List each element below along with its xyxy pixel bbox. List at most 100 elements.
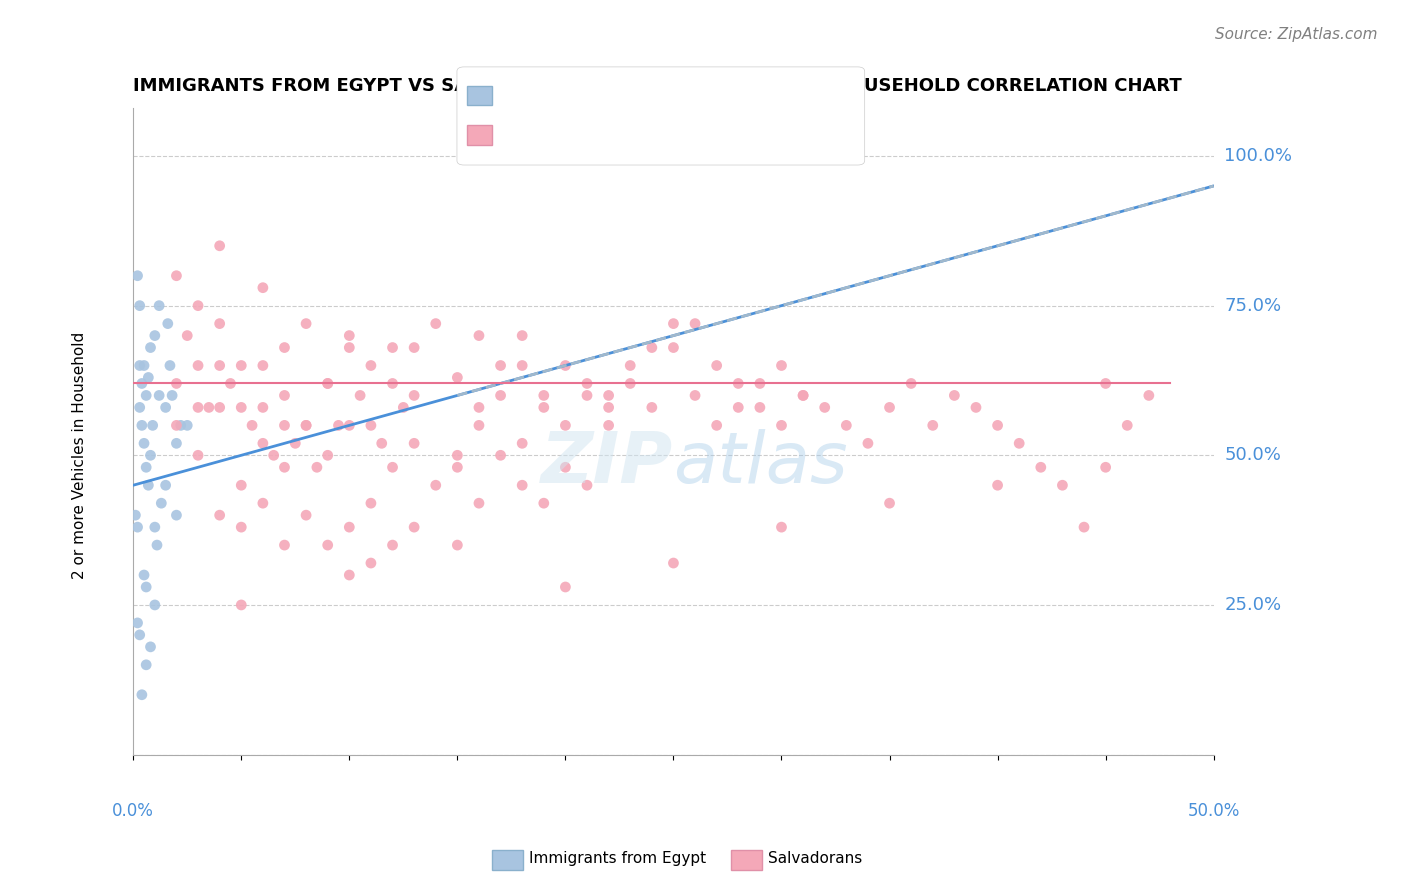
Point	[143, 598, 166, 612]
Point	[965, 401, 987, 415]
Point	[165, 436, 187, 450]
Point	[316, 376, 339, 391]
Point	[316, 376, 339, 391]
Point	[792, 388, 814, 402]
Point	[533, 401, 555, 415]
Point	[554, 359, 576, 373]
Point	[150, 496, 173, 510]
Point	[187, 359, 209, 373]
Point	[273, 418, 295, 433]
Point	[748, 376, 770, 391]
Point	[489, 359, 512, 373]
Text: IMMIGRANTS FROM EGYPT VS SALVADORAN 2 OR MORE VEHICLES IN HOUSEHOLD CORRELATION : IMMIGRANTS FROM EGYPT VS SALVADORAN 2 OR…	[134, 78, 1182, 95]
Point	[132, 436, 155, 450]
Point	[814, 401, 837, 415]
Text: N =: N =	[647, 85, 683, 103]
Point	[273, 388, 295, 402]
Point	[142, 418, 165, 433]
Point	[360, 556, 382, 570]
Point	[1116, 418, 1139, 433]
Point	[155, 478, 177, 492]
Point	[316, 448, 339, 462]
Point	[187, 299, 209, 313]
Point	[987, 418, 1010, 433]
Point	[263, 448, 285, 462]
Point	[135, 388, 157, 402]
Point	[360, 418, 382, 433]
Point	[219, 376, 242, 391]
Point	[148, 299, 170, 313]
Point	[328, 418, 350, 433]
Point	[139, 448, 162, 462]
Point	[921, 418, 943, 433]
Point	[641, 341, 664, 355]
Point	[127, 268, 149, 283]
Point	[252, 281, 274, 295]
Point	[208, 401, 231, 415]
Point	[598, 401, 620, 415]
Point	[404, 436, 426, 450]
Point	[143, 520, 166, 534]
Point	[208, 508, 231, 523]
Point	[879, 401, 901, 415]
Point	[554, 460, 576, 475]
Point	[165, 268, 187, 283]
Point	[231, 520, 253, 534]
Point	[360, 496, 382, 510]
Point	[176, 418, 198, 433]
Point	[598, 388, 620, 402]
Text: R =: R =	[485, 123, 522, 141]
Text: 75.0%: 75.0%	[1225, 297, 1282, 315]
Point	[576, 388, 599, 402]
Point	[619, 359, 641, 373]
Point	[273, 460, 295, 475]
Text: N =: N =	[647, 123, 683, 141]
Point	[619, 376, 641, 391]
Point	[165, 418, 187, 433]
Text: 127: 127	[696, 123, 731, 141]
Point	[231, 478, 253, 492]
Point	[128, 299, 150, 313]
Point	[425, 478, 447, 492]
Point	[554, 418, 576, 433]
Point	[208, 239, 231, 253]
Point	[576, 478, 599, 492]
Point	[295, 418, 318, 433]
Point	[1094, 376, 1116, 391]
Point	[132, 568, 155, 582]
Text: ZIP: ZIP	[541, 429, 673, 498]
Point	[392, 401, 415, 415]
Text: R =: R =	[485, 85, 522, 103]
Point	[468, 418, 491, 433]
Point	[446, 370, 468, 384]
Point	[132, 359, 155, 373]
Point	[683, 317, 706, 331]
Point	[176, 328, 198, 343]
Point	[381, 341, 404, 355]
Point	[706, 359, 728, 373]
Point	[683, 388, 706, 402]
Point	[370, 436, 392, 450]
Point	[489, 448, 512, 462]
Point	[160, 388, 183, 402]
Point	[1094, 460, 1116, 475]
Point	[1073, 520, 1095, 534]
Point	[124, 508, 146, 523]
Point	[159, 359, 181, 373]
Point	[770, 520, 793, 534]
Text: 41: 41	[696, 85, 718, 103]
Point	[533, 496, 555, 510]
Point	[128, 401, 150, 415]
Point	[510, 328, 533, 343]
Point	[770, 359, 793, 373]
Point	[131, 688, 153, 702]
Point	[349, 388, 371, 402]
Point	[148, 388, 170, 402]
Point	[510, 359, 533, 373]
Text: 50.0%: 50.0%	[1225, 446, 1281, 465]
Text: Source: ZipAtlas.com: Source: ZipAtlas.com	[1215, 27, 1378, 42]
Point	[135, 657, 157, 672]
Point	[127, 615, 149, 630]
Text: 50.0%: 50.0%	[1188, 803, 1240, 821]
Text: 25.0%: 25.0%	[1225, 596, 1282, 614]
